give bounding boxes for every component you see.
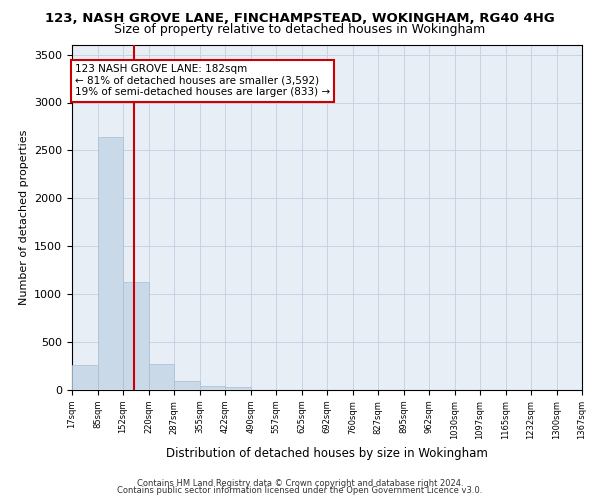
Bar [72, 365, 98, 390]
Text: Contains HM Land Registry data © Crown copyright and database right 2024.: Contains HM Land Registry data © Crown c… [137, 478, 463, 488]
Bar [123, 282, 149, 390]
Bar [174, 382, 200, 390]
X-axis label: Distribution of detached houses by size in Wokingham: Distribution of detached houses by size … [166, 448, 488, 460]
Text: 123 NASH GROVE LANE: 182sqm
← 81% of detached houses are smaller (3,592)
19% of : 123 NASH GROVE LANE: 182sqm ← 81% of det… [75, 64, 330, 98]
Bar [149, 364, 174, 390]
Text: 123, NASH GROVE LANE, FINCHAMPSTEAD, WOKINGHAM, RG40 4HG: 123, NASH GROVE LANE, FINCHAMPSTEAD, WOK… [45, 12, 555, 26]
Text: Size of property relative to detached houses in Wokingham: Size of property relative to detached ho… [115, 22, 485, 36]
Y-axis label: Number of detached properties: Number of detached properties [19, 130, 29, 305]
Bar [200, 386, 225, 390]
Bar [225, 387, 251, 390]
Bar [98, 137, 123, 390]
Text: Contains public sector information licensed under the Open Government Licence v3: Contains public sector information licen… [118, 486, 482, 495]
